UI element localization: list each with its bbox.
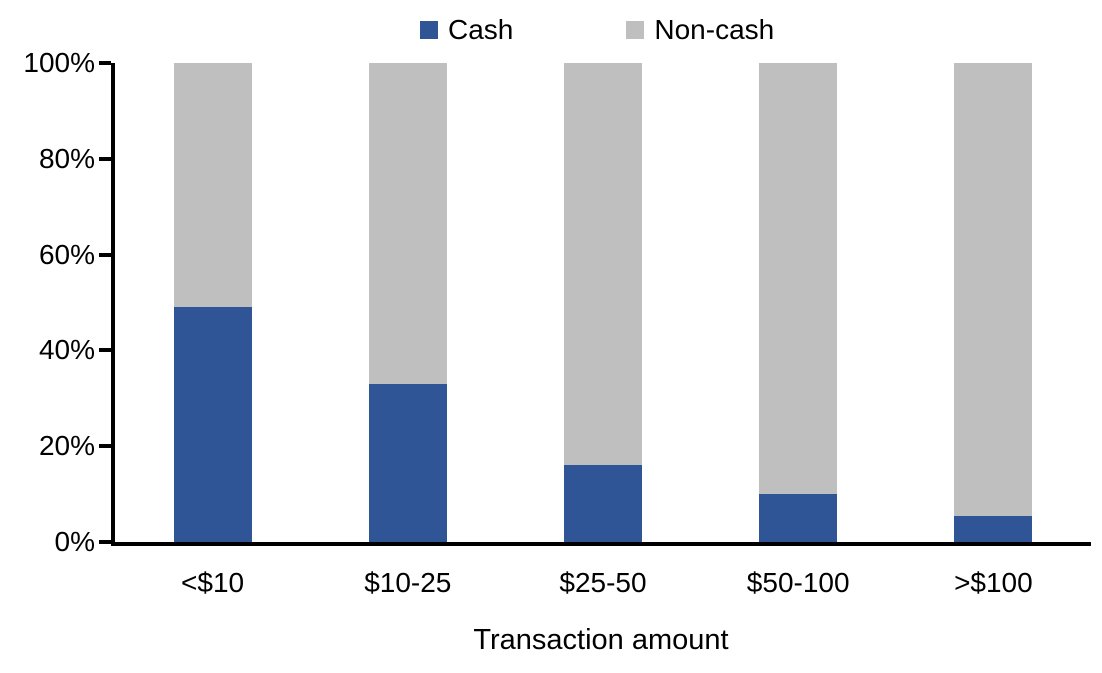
y-tick-mark — [99, 61, 111, 65]
y-tick-mark — [99, 444, 111, 449]
y-tick-label: 40% — [38, 334, 95, 366]
legend-item-cash: Cash — [420, 13, 513, 47]
cash-segment — [759, 494, 838, 542]
y-tick-mark — [99, 156, 111, 161]
cash-legend-label: Cash — [448, 14, 514, 45]
y-tick-mark — [99, 540, 111, 544]
x-tick-label: $10-25 — [364, 567, 452, 598]
x-axis-title: Transaction amount — [473, 624, 729, 656]
y-tick-mark — [99, 252, 111, 257]
x-axis-tick-labels: <$10 $10-25 $25-50 $50-100 >$100 — [115, 566, 1091, 602]
plot-area — [99, 61, 1091, 546]
y-tick-mark — [99, 348, 111, 353]
stacked-bar — [759, 63, 838, 542]
x-tick-label: $50-100 — [746, 567, 850, 598]
stacked-bar — [954, 63, 1033, 542]
y-tick-label: 60% — [38, 238, 95, 270]
non-cash-segment — [759, 63, 838, 495]
bars-layer — [115, 63, 1091, 542]
stacked-bar — [368, 63, 447, 542]
cash-segment — [368, 383, 447, 542]
cash-legend-swatch-icon — [420, 21, 438, 39]
cash-segment — [173, 307, 252, 542]
non-cash-segment — [173, 63, 252, 308]
non-cash-segment — [954, 63, 1033, 516]
stacked-bar — [564, 63, 642, 542]
non-cash-legend-swatch-icon — [626, 21, 645, 39]
non-cash-legend-label: Non-cash — [654, 14, 775, 45]
legend-item-non-cash: Non-cash — [626, 13, 774, 47]
non-cash-segment — [368, 63, 447, 384]
y-tick-label: 0% — [54, 526, 95, 557]
cash-segment — [564, 465, 642, 542]
x-tick-label: >$100 — [954, 567, 1033, 598]
y-tick-label: 100% — [23, 47, 95, 78]
y-axis-tick-marks — [99, 61, 111, 544]
cash-segment — [954, 515, 1033, 542]
y-tick-label: 80% — [38, 142, 95, 174]
y-axis-tick-labels: 0% 20% 40% 60% 80% 100% — [0, 48, 95, 557]
chart-legend: Cash Non-cash — [420, 10, 774, 50]
x-tick-label: $25-50 — [559, 567, 647, 598]
y-tick-label: 20% — [38, 430, 95, 462]
non-cash-segment — [564, 63, 642, 466]
stacked-bar — [173, 63, 252, 542]
x-tick-label: <$10 — [181, 567, 245, 598]
